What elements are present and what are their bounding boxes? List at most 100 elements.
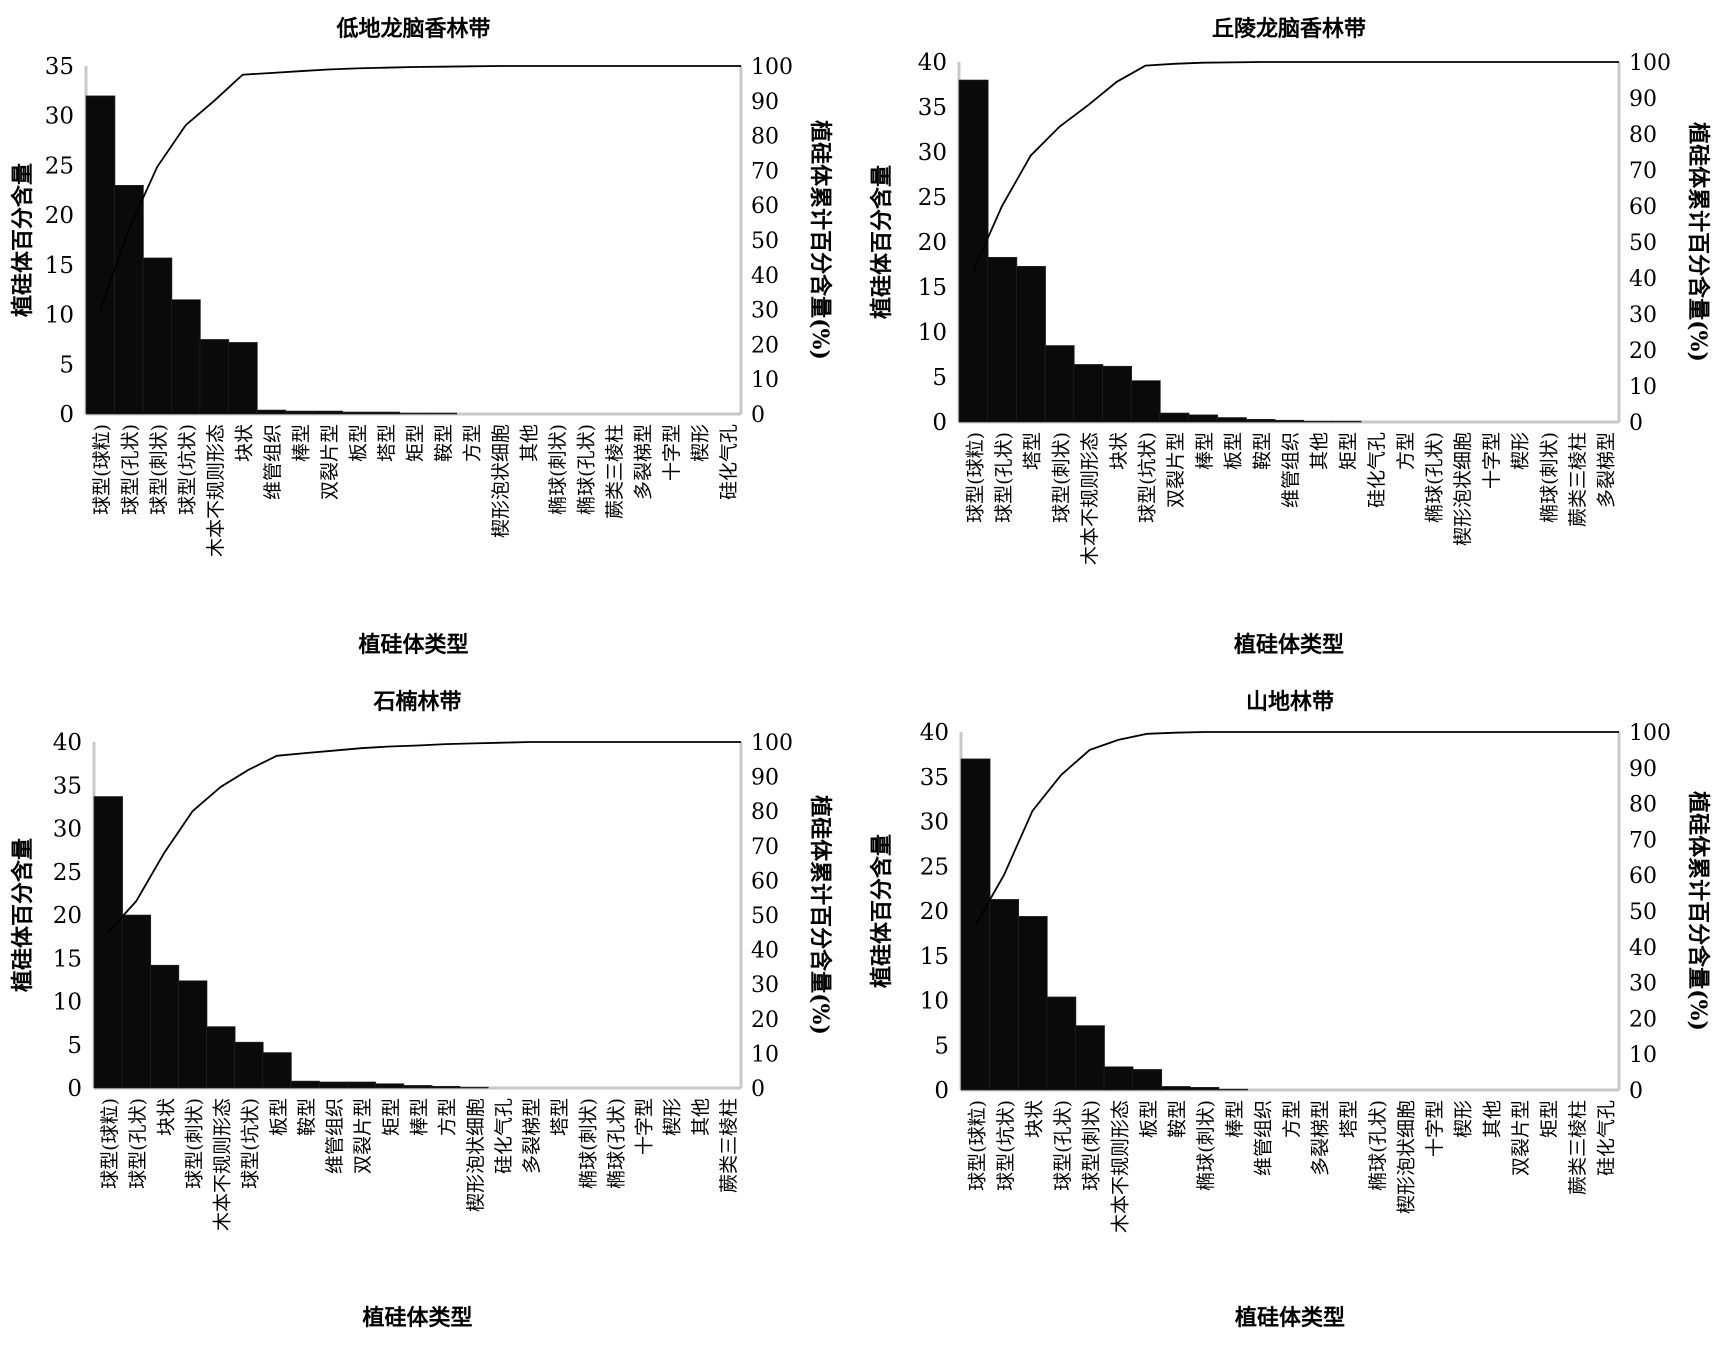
y-tick-label: 25 bbox=[53, 860, 82, 886]
y2-tick-label: 0 bbox=[751, 1077, 765, 1102]
bar bbox=[1274, 419, 1305, 423]
bar bbox=[1216, 417, 1247, 423]
chart-panel-hill: 丘陵龙脑香林带 0 5 10 15 20 25 30 35 40 0 10 20 30 40 50 60 70 80… bbox=[859, 0, 1718, 673]
bar bbox=[1016, 265, 1046, 423]
x-tick-label: 椭球(刺状) bbox=[1195, 1100, 1217, 1191]
x-tick-label: 维管组织 bbox=[1280, 432, 1302, 508]
x-tick-label: 鞍型 bbox=[1251, 432, 1273, 470]
x-tick-label: 方型 bbox=[461, 424, 483, 462]
y2-tick-label: 40 bbox=[751, 939, 779, 964]
bar bbox=[1073, 364, 1104, 423]
x-tick-label: 椭球(孔状) bbox=[1423, 432, 1445, 523]
y2-tick-label: 40 bbox=[1629, 936, 1657, 961]
y2-tick-label: 50 bbox=[1629, 231, 1657, 256]
chart-panel-lowland: 低地龙脑香林带 0 5 10 15 20 25 30 35 0 10 20 30 40 50 60 70 80 90… bbox=[0, 0, 859, 673]
y-tick-label: 20 bbox=[53, 903, 82, 929]
x-tick-label: 方型 bbox=[1281, 1100, 1303, 1138]
y2-tick-label: 10 bbox=[751, 368, 779, 393]
x-tick-label: 双裂片型 bbox=[1510, 1100, 1532, 1176]
y2-tick-label: 30 bbox=[751, 299, 779, 324]
y2-axis-title: 植硅体累计百分含量(%) bbox=[807, 120, 833, 360]
x-tick-label: 其他 bbox=[518, 424, 540, 462]
x-tick-label: 十字型 bbox=[661, 424, 683, 481]
bar bbox=[121, 914, 152, 1089]
x-tick-label: 硅化气孔 bbox=[1366, 432, 1388, 508]
y2-tick-label: 100 bbox=[1629, 721, 1671, 746]
x-tick-label: 棒型 bbox=[291, 424, 313, 462]
x-tick-label: 块状 bbox=[1024, 1100, 1046, 1138]
y-tick-label: 25 bbox=[45, 153, 74, 179]
x-tick-label: 多裂梯型 bbox=[1596, 432, 1618, 508]
x-tick-label: 蕨类三棱柱 bbox=[604, 424, 626, 519]
chart-title: 丘陵龙脑香林带 bbox=[1212, 16, 1366, 42]
bar bbox=[85, 95, 116, 415]
bar bbox=[987, 256, 1018, 423]
bar bbox=[114, 185, 144, 415]
x-tick-label: 球型(球粒) bbox=[99, 1098, 121, 1189]
chart-svg-1: 丘陵龙脑香林带 0 5 10 15 20 25 30 35 40 0 10 20 30 40 50 60 70 80… bbox=[869, 16, 1711, 658]
x-tick-label: 楔形泡状细胞 bbox=[1395, 1100, 1417, 1214]
x-tick-label: 十字型 bbox=[1481, 432, 1503, 489]
bar bbox=[375, 1083, 405, 1089]
bar bbox=[149, 964, 180, 1089]
x-tick-label: 方型 bbox=[437, 1098, 459, 1136]
x-tick-label: 矩型 bbox=[1538, 1100, 1560, 1138]
y-tick-label: 0 bbox=[67, 1076, 82, 1102]
y-tick-label: 15 bbox=[53, 946, 82, 972]
x-tick-label: 木本不规则形态 bbox=[1079, 432, 1101, 565]
y-tick-label: 20 bbox=[45, 203, 74, 229]
bar bbox=[171, 299, 201, 415]
y2-tick-label: 10 bbox=[751, 1042, 779, 1067]
chart-svg-0: 低地龙脑香林带 0 5 10 15 20 25 30 35 0 10 20 30 40 50 60 70 80 90… bbox=[10, 16, 833, 658]
y2-tick-label: 60 bbox=[1629, 864, 1657, 889]
y2-tick-label: 20 bbox=[1629, 339, 1657, 364]
x-tick-label: 球型(刺状) bbox=[1081, 1100, 1103, 1191]
x-axis-title: 植硅体类型 bbox=[1235, 1305, 1345, 1331]
y2-tick-label: 100 bbox=[751, 731, 793, 756]
bar bbox=[1303, 420, 1333, 423]
bar bbox=[431, 1085, 461, 1089]
x-tick-label: 椭球(刺状) bbox=[577, 1098, 599, 1189]
x-tick-label: 球型(刺状) bbox=[1050, 432, 1072, 523]
y2-tick-label: 70 bbox=[751, 835, 779, 860]
bar bbox=[459, 1086, 489, 1089]
bar bbox=[1103, 1066, 1134, 1091]
bar bbox=[398, 412, 429, 415]
bar bbox=[1044, 345, 1075, 423]
x-tick-label: 木本不规则形态 bbox=[1109, 1100, 1131, 1233]
y2-tick-label: 90 bbox=[751, 90, 779, 115]
x-tick-label: 板型 bbox=[1223, 432, 1245, 470]
y2-tick-label: 80 bbox=[751, 800, 779, 825]
y2-tick-label: 40 bbox=[751, 264, 779, 289]
bar bbox=[228, 342, 258, 415]
y2-tick-label: 80 bbox=[751, 125, 779, 150]
y-tick-label: 20 bbox=[920, 899, 949, 925]
bar bbox=[313, 410, 344, 415]
y-tick-label: 5 bbox=[67, 1033, 82, 1059]
x-tick-label: 鞍型 bbox=[296, 1098, 318, 1136]
y-tick-label: 35 bbox=[918, 95, 947, 121]
y2-axis-title: 植硅体累计百分含量(%) bbox=[1685, 791, 1711, 1031]
y-tick-label: 40 bbox=[918, 50, 947, 76]
bar bbox=[342, 411, 372, 415]
y-tick-label: 0 bbox=[932, 410, 947, 436]
x-tick-label: 椭球(刺状) bbox=[1538, 432, 1560, 523]
x-tick-label: 球型(孔状) bbox=[993, 432, 1015, 523]
x-tick-label: 双裂片型 bbox=[352, 1098, 374, 1174]
bar bbox=[178, 980, 208, 1089]
y2-tick-label: 20 bbox=[1629, 1007, 1657, 1032]
bar bbox=[1159, 412, 1190, 423]
bar bbox=[1160, 1086, 1191, 1091]
bar bbox=[403, 1085, 433, 1089]
bar bbox=[1017, 916, 1048, 1091]
x-tick-label: 塔型 bbox=[1338, 1100, 1360, 1138]
x-tick-label: 球型(坑状) bbox=[177, 424, 199, 515]
x-tick-label: 板型 bbox=[268, 1098, 290, 1136]
x-tick-label: 球型(球粒) bbox=[91, 424, 113, 515]
bar bbox=[1130, 380, 1161, 423]
cumulative-line bbox=[974, 731, 1619, 926]
cumulative-line bbox=[99, 65, 741, 310]
y2-tick-label: 70 bbox=[1629, 828, 1657, 853]
y-tick-label: 0 bbox=[59, 402, 74, 428]
bar bbox=[989, 899, 1020, 1091]
